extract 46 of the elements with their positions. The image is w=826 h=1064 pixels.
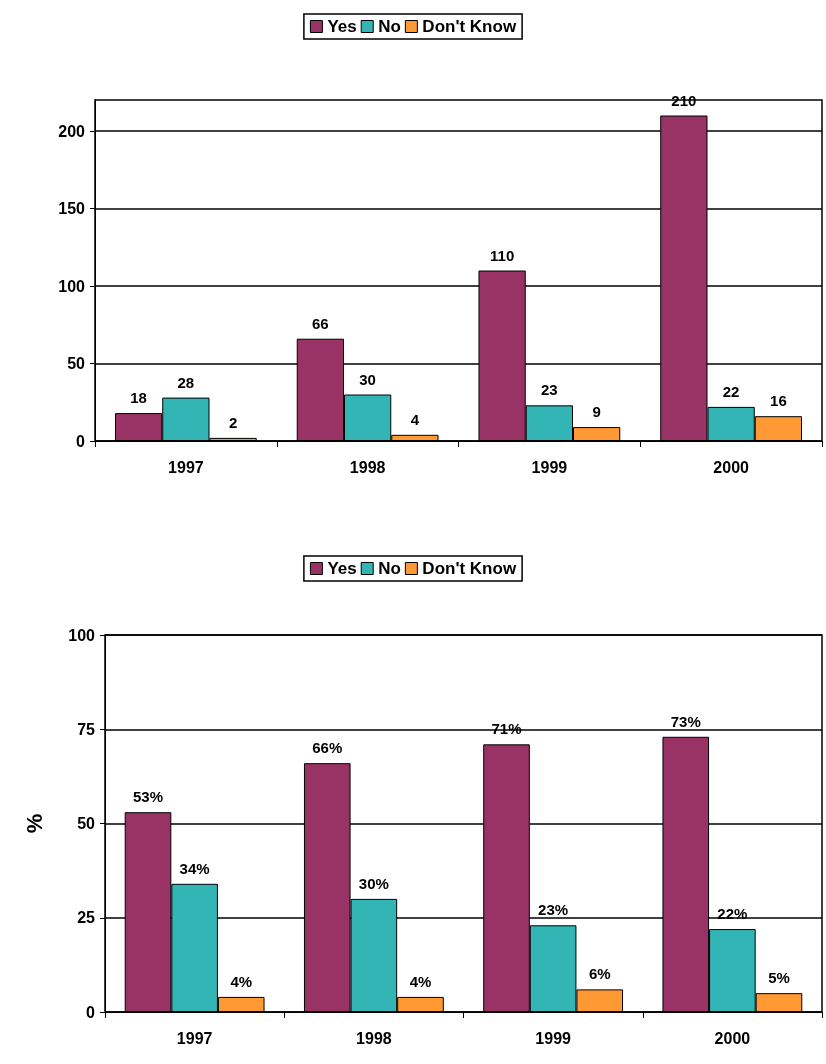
data-label: 5% [768,969,790,987]
data-label: 4% [230,972,253,990]
y-tick-label: 100 [68,626,96,644]
x-tick-label: 1999 [535,1029,572,1047]
data-label: 6% [588,965,611,983]
data-label: 66 [312,314,329,332]
data-label: 4 [410,410,420,428]
data-label: 73% [670,712,701,730]
y-tick-label: 100 [58,277,86,295]
legend-label: No [378,17,401,36]
x-tick-label: 1997 [168,458,204,476]
legend-label: No [378,559,401,578]
legend-label: Yes [327,17,357,36]
legend-label: Yes [327,559,357,578]
data-label: 4% [409,972,432,990]
data-label: 22 [722,382,740,400]
x-tick-label: 1999 [531,458,568,476]
y-tick-label: 75 [77,720,96,738]
x-tick-label: 2000 [714,1029,751,1047]
legend-label: Don't Know [422,559,517,578]
x-tick-label: 2000 [713,458,750,476]
legend-label: Don't Know [422,17,517,36]
data-label: 30 [359,370,376,388]
x-tick-label: 1997 [176,1029,213,1047]
data-label: 18 [130,389,147,407]
y-tick-label: 25 [77,909,96,927]
data-label: 110 [490,246,515,264]
data-label: 2 [228,413,238,431]
y-tick-label: 150 [58,200,86,217]
data-label: 66% [312,739,343,757]
y-axis-title: % [21,813,47,834]
data-label: 34% [179,859,210,877]
y-tick-label: 200 [58,122,86,140]
x-tick-label: 1998 [349,458,386,476]
y-tick-label: 50 [67,355,86,372]
data-label: 9 [592,403,601,421]
data-label: 23 [541,381,558,399]
data-label: 23% [538,901,569,919]
data-label: 53% [133,788,164,806]
y-tick-label: 50 [77,815,96,832]
data-label: 30% [358,874,389,892]
y-tick-label: 0 [76,432,86,450]
x-tick-label: 1998 [356,1029,392,1047]
data-label: 16 [770,392,787,410]
y-tick-label: 0 [86,1003,96,1021]
data-label: 28 [177,373,195,391]
